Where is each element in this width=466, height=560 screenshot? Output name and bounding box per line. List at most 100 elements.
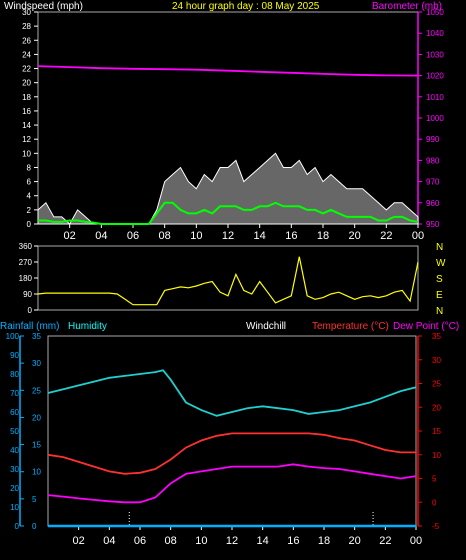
- compass-label: N: [436, 306, 443, 317]
- humidity-tick-label: 40: [10, 446, 19, 455]
- rainfall-tick-label: 10: [32, 468, 41, 477]
- humidity-tick-label: 80: [10, 370, 19, 379]
- barometer-tick-labels: 950 960 970 980 990 1000 1010 1020 1030 1040 1050: [417, 8, 444, 229]
- humidity-tick-label: 0: [15, 522, 20, 531]
- windspeed-tick-label: 14: [22, 121, 31, 130]
- wind-x-tick-label: 02: [64, 230, 76, 242]
- wind-x-tick-label: 08: [159, 230, 171, 242]
- temp-series: [47, 369, 417, 528]
- temperature-humidity-panel: Rainfall (mm) Humidity Windchill Tempera…: [0, 321, 459, 547]
- dewpoint-axis-label: Dew Point (°C): [393, 321, 459, 332]
- temp-x-tick-label: 16: [287, 535, 299, 547]
- humidity-tick-labels: 0 10 20 30 40 50 60 70 80 90 100: [6, 332, 20, 531]
- rainfall-tick-label: 0: [32, 522, 37, 531]
- temp-x-tick-label: 14: [257, 535, 269, 547]
- temp-x-tick-label: 02: [73, 535, 85, 547]
- wind-x-tick-label: 16: [285, 230, 297, 242]
- rainfall-tick-labels: 0 5 10 15 20 25 30 35: [19, 332, 41, 531]
- wind-x-tick-label: 00: [412, 230, 424, 242]
- humidity-tick-label: 10: [10, 503, 19, 512]
- temp-x-tick-label: 18: [318, 535, 330, 547]
- windspeed-tick-label: 28: [22, 22, 31, 31]
- dewpoint-series: [47, 463, 417, 504]
- barometer-tick-label: 970: [426, 178, 440, 187]
- wind-x-tick-label: 20: [349, 230, 361, 242]
- rainfall-axis-label: Rainfall (mm): [0, 321, 59, 332]
- chart-title: 24 hour graph day : 08 May 2025: [172, 1, 320, 12]
- windspeed-tick-label: 30: [22, 8, 31, 17]
- barometer-axis-label: Barometer (mb): [372, 1, 442, 12]
- direction-tick-label: 360: [19, 242, 33, 251]
- temperature-series: [47, 432, 416, 475]
- compass-label: N: [436, 242, 443, 253]
- humidity-tick-label: 30: [10, 465, 19, 474]
- windspeed-tick-label: 8: [27, 163, 32, 172]
- rainfall-tick-label: 30: [32, 359, 41, 368]
- compass-label: E: [436, 290, 443, 301]
- barometer-tick-label: 960: [426, 199, 440, 208]
- temperature-tick-label: 25: [432, 380, 441, 389]
- barometer-tick-label: 1010: [426, 93, 444, 102]
- humidity-tick-label: 60: [10, 408, 19, 417]
- windspeed-tick-label: 20: [22, 79, 31, 88]
- barometer-tick-label: 1050: [426, 8, 444, 17]
- temperature-tick-labels: -5 0 5 10 15 20 25 30 35: [417, 332, 441, 531]
- wind-barometer-panel: Windspeed (mph) 24 hour graph day : 08 M…: [4, 1, 444, 242]
- windspeed-tick-label: 10: [22, 149, 31, 158]
- direction-series: [37, 256, 419, 306]
- temperature-tick-label: 30: [432, 356, 441, 365]
- barometer-tick-label: 980: [426, 156, 440, 165]
- temperature-axis-label: Temperature (°C): [312, 321, 389, 332]
- direction-tick-label: 90: [23, 290, 32, 299]
- rainfall-tick-label: 35: [32, 332, 41, 341]
- barometer-tick-label: 950: [426, 220, 440, 229]
- windspeed-tick-label: 6: [27, 178, 32, 187]
- temp-x-tick-labels: 02 04 06 08 10 12 14 16 18 20 22 00: [73, 512, 422, 547]
- rainfall-tick-label: 25: [32, 386, 41, 395]
- temperature-tick-label: -5: [432, 522, 440, 531]
- wind-x-tick-label: 06: [127, 230, 139, 242]
- rainfall-tick-label: 5: [32, 495, 37, 504]
- temp-x-tick-label: 08: [165, 535, 177, 547]
- direction-tick-labels: 0 90 180 270 360: [19, 242, 38, 315]
- temp-x-tick-label: 00: [410, 535, 422, 547]
- windspeed-tick-label: 0: [27, 220, 32, 229]
- temp-x-tick-label: 10: [195, 535, 207, 547]
- barometer-tick-label: 1020: [426, 72, 444, 81]
- temp-x-tick-label: 20: [349, 535, 361, 547]
- humidity-tick-label: 100: [6, 332, 20, 341]
- barometer-tick-label: 990: [426, 135, 440, 144]
- wind-x-tick-label: 18: [317, 230, 329, 242]
- windspeed-tick-label: 22: [22, 65, 31, 74]
- rainfall-tick-label: 20: [32, 413, 41, 422]
- barometer-tick-label: 1040: [426, 29, 444, 38]
- temp-x-tick-label: 22: [379, 535, 391, 547]
- direction-tick-label: 270: [19, 258, 33, 267]
- direction-tick-label: 0: [28, 306, 33, 315]
- direction-tick-label: 180: [19, 274, 33, 283]
- windspeed-tick-label: 4: [27, 192, 32, 201]
- average-wind-series: [38, 201, 419, 225]
- wind-x-tick-label: 04: [95, 230, 107, 242]
- temperature-tick-label: 15: [432, 427, 441, 436]
- temperature-tick-label: 20: [432, 403, 441, 412]
- temp-x-tick-label: 12: [226, 535, 238, 547]
- temperature-tick-label: 10: [432, 451, 441, 460]
- windspeed-axis-label: Windspeed (mph): [4, 1, 83, 12]
- wind-x-tick-label: 12: [222, 230, 234, 242]
- windspeed-tick-label: 2: [27, 206, 32, 215]
- direction-series: [37, 256, 419, 306]
- windspeed-tick-label: 26: [22, 36, 31, 45]
- barometer-tick-label: 1030: [426, 50, 444, 59]
- windspeed-tick-label: 24: [22, 50, 31, 59]
- temp-x-tick-label: 06: [134, 535, 146, 547]
- humidity-tick-label: 70: [10, 389, 19, 398]
- wind-x-tick-label: 14: [254, 230, 266, 242]
- temperature-tick-label: 0: [432, 498, 437, 507]
- windspeed-tick-label: 18: [22, 93, 31, 102]
- temp-plot-frame: [47, 335, 417, 527]
